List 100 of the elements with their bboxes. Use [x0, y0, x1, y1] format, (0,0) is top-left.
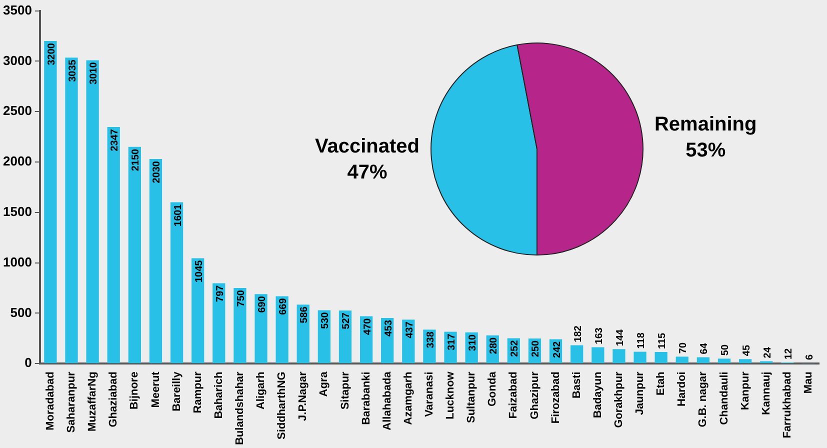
data-label: 338: [425, 331, 436, 348]
bar: [212, 283, 226, 364]
x-tick-label: Baharich: [212, 371, 225, 419]
data-label: 118: [636, 332, 648, 349]
x-tick-label: Farrukhabad: [781, 372, 794, 438]
data-label: 437: [404, 321, 416, 338]
x-tick-label: Meerut: [150, 371, 162, 408]
x-tick-label: Aligarh: [255, 371, 268, 410]
y-tick-label: 3500: [3, 2, 32, 18]
bar: [612, 349, 626, 364]
x-tick-label: Jaunpur: [634, 370, 646, 416]
x-tick-label: Agra: [318, 370, 330, 397]
data-label: 3200: [46, 42, 58, 66]
data-label: 2347: [110, 128, 121, 152]
x-tick-label: Lucknow: [444, 371, 457, 420]
x-tick-label: Bijnore: [128, 372, 141, 410]
data-label: 530: [320, 312, 332, 329]
x-tick-label: Badayun: [592, 371, 604, 418]
data-label: 669: [278, 298, 290, 315]
data-label: 310: [468, 334, 479, 352]
x-tick-label: Barabanki: [360, 372, 372, 425]
data-label: 252: [510, 340, 521, 357]
bar: [170, 202, 184, 364]
data-label: 1045: [194, 260, 205, 283]
x-tick-label: Ghaziabad: [108, 372, 120, 428]
bar: [107, 127, 120, 364]
y-tick-label: 500: [10, 304, 32, 320]
slice-label: Remaining: [654, 113, 757, 136]
bar: [718, 358, 731, 364]
data-label: 2030: [152, 160, 163, 184]
y-tick-label: 0: [24, 355, 32, 370]
x-tick-label: Rampur: [192, 370, 204, 414]
bar: [676, 356, 688, 364]
data-label: 6: [804, 354, 816, 360]
bar: [276, 296, 288, 364]
data-label: 45: [741, 344, 752, 356]
x-tick-label: Basti: [570, 372, 583, 399]
x-tick-label: Etah: [655, 371, 668, 396]
data-label: 3010: [88, 62, 100, 84]
data-label: 453: [383, 320, 394, 337]
x-tick-label: Azamgarh: [402, 371, 414, 425]
data-label: 53%: [686, 139, 726, 162]
x-tick-label: Kannauj: [760, 372, 772, 416]
data-label: 586: [299, 306, 310, 324]
bar: [592, 347, 604, 364]
bar: [234, 288, 246, 364]
data-label: 24: [762, 346, 774, 358]
data-label: 750: [236, 290, 247, 307]
bar: [192, 258, 204, 364]
data-label: 280: [488, 336, 500, 354]
x-tick-label: Moradabad: [44, 372, 56, 430]
bar: [634, 352, 646, 364]
x-tick-label: Gonda: [486, 370, 499, 406]
data-label: 50: [720, 344, 732, 356]
data-label: 47%: [347, 162, 388, 184]
x-tick-label: Mau: [802, 372, 815, 394]
data-label: 797: [214, 284, 226, 302]
x-tick-label: Varanasi: [423, 372, 436, 417]
bar: [128, 146, 141, 364]
bar: [149, 159, 162, 364]
x-tick-label: J.P.Nagar: [297, 370, 310, 421]
bar: [654, 352, 668, 364]
bar: [44, 41, 57, 364]
bar: [254, 294, 268, 364]
data-label: 2150: [130, 148, 142, 172]
x-tick-label: Sultanpur: [466, 370, 478, 423]
x-tick-label: Chandauli: [718, 372, 730, 425]
x-tick-label: Allahabada: [381, 370, 394, 430]
data-label: 115: [657, 332, 668, 350]
x-tick-label: Bulandshahar: [234, 370, 246, 446]
y-tick-label: 1000: [3, 254, 32, 270]
data-label: 182: [572, 325, 584, 342]
x-tick-label: MuzaffarNg: [86, 372, 99, 432]
bar: [86, 60, 99, 364]
data-label: 3035: [68, 59, 79, 82]
data-label: 527: [341, 312, 352, 330]
data-label: 70: [678, 342, 690, 354]
data-label: 690: [257, 296, 268, 313]
x-tick-label: Gorakhpur: [612, 370, 625, 428]
x-tick-label: Sitapur: [339, 370, 352, 410]
slice-label: Vaccinated: [315, 136, 420, 158]
data-label: 317: [446, 333, 458, 350]
y-tick-label: 2500: [3, 103, 32, 118]
bar: [738, 359, 752, 364]
data-label: 250: [530, 340, 542, 358]
x-tick-label: Bareilly: [170, 370, 183, 412]
data-label: 1601: [172, 204, 184, 226]
y-tick-label: 3000: [3, 52, 32, 68]
bar: [570, 345, 584, 364]
data-label: 12: [783, 348, 794, 360]
x-tick-label: Faizabad: [508, 372, 520, 419]
data-label: 242: [552, 340, 563, 358]
y-tick-label: 2000: [3, 154, 32, 169]
x-tick-label: Hardoi: [676, 372, 688, 406]
x-tick-label: Saharanpur: [66, 370, 78, 433]
x-tick-label: Firozabad: [550, 372, 562, 424]
x-tick-label: Kanpur: [739, 370, 752, 410]
y-tick-label: 1500: [3, 204, 32, 220]
data-label: 163: [594, 327, 605, 344]
bar: [65, 58, 78, 364]
